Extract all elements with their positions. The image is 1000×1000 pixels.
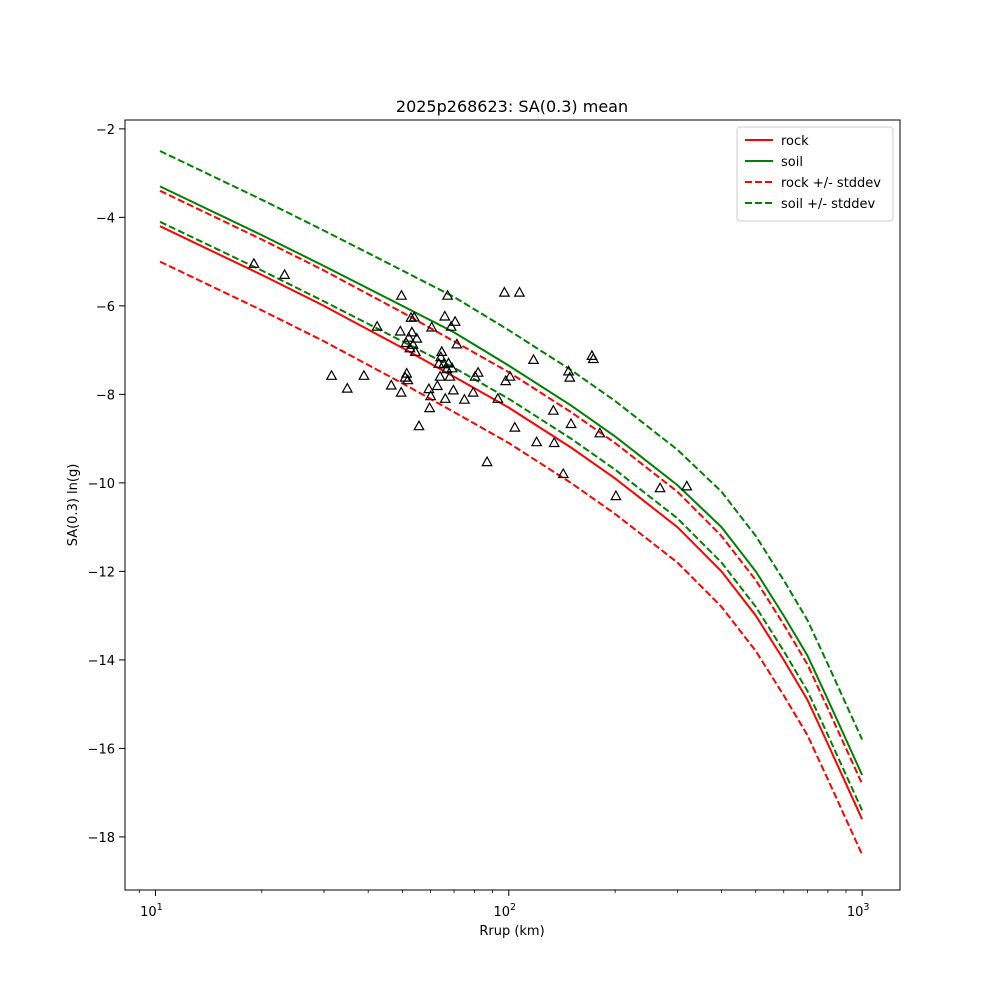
observation-point: [431, 379, 444, 391]
legend-box: [736, 126, 894, 222]
observation-point: [446, 362, 458, 373]
y-axis-label: SA(0.3) ln(g): [66, 464, 81, 547]
observation-point: [395, 289, 408, 300]
observation-point: [395, 386, 407, 397]
y-tick-label: −2: [96, 123, 115, 138]
observation-point: [407, 338, 419, 349]
observation-point: [424, 389, 437, 401]
observation-point: [371, 320, 383, 331]
series-line-2: [159, 260, 864, 856]
x-tick-exponent: 2: [510, 902, 516, 913]
legend: rock soil rock +/- stddev soil +/- stddev: [736, 126, 894, 222]
observation-point: [413, 419, 425, 431]
series-line-1: [159, 185, 864, 776]
observation-point: [439, 392, 452, 403]
observation-point: [449, 315, 461, 326]
legend-label: rock: [781, 134, 809, 149]
observation-point: [325, 369, 338, 380]
observation-point: [278, 268, 291, 279]
y-tick-label: −12: [88, 565, 115, 580]
observation-point: [447, 384, 460, 395]
observation-point: [451, 338, 463, 349]
series-line-3: [159, 189, 864, 785]
series-line-0: [159, 225, 864, 820]
observation-point: [530, 435, 543, 447]
observation-point: [527, 353, 540, 364]
observation-point: [358, 369, 370, 380]
observation-point: [509, 421, 521, 432]
observation-point: [423, 401, 436, 413]
series-line-4: [159, 220, 864, 811]
observation-point: [557, 467, 570, 479]
observation-point: [441, 289, 454, 300]
observation-point: [444, 370, 456, 381]
y-tick-label: −8: [96, 388, 115, 403]
observation-point: [410, 332, 423, 343]
observation-point: [408, 311, 421, 322]
axes-frame: [124, 119, 901, 891]
observation-point: [442, 357, 455, 368]
observation-point: [402, 331, 415, 342]
observation-point: [481, 455, 493, 467]
observation-point: [587, 352, 600, 364]
observation-point: [434, 350, 447, 362]
observation-point: [504, 370, 516, 381]
observation-point: [565, 417, 577, 429]
series-line-5: [159, 150, 864, 740]
observation-point: [400, 336, 412, 348]
x-axis-label: Rrup (km): [479, 924, 544, 939]
y-tick-label: −6: [96, 300, 115, 315]
y-tick-label: −18: [88, 831, 115, 846]
observation-point: [434, 370, 446, 381]
observation-point: [423, 382, 435, 394]
observation-point: [341, 382, 354, 393]
chart-title: 2025p268623: SA(0.3) mean: [396, 97, 628, 116]
y-tick-label: −14: [88, 654, 115, 669]
plot-area: [159, 150, 864, 856]
observation-point: [425, 321, 438, 332]
y-tick-label: −16: [88, 742, 115, 757]
observation-point: [492, 392, 504, 403]
observation-point: [404, 342, 416, 353]
observation-point: [438, 310, 451, 321]
x-tick-exponent: 3: [863, 902, 869, 913]
observation-point: [409, 345, 422, 356]
observation-point: [385, 379, 398, 390]
observation-point: [654, 481, 666, 493]
observation-point: [594, 427, 606, 438]
observation-point: [610, 489, 622, 501]
observation-point: [406, 326, 418, 337]
observation-point: [435, 345, 448, 356]
observation-point: [458, 393, 471, 404]
observation-point: [402, 373, 414, 385]
observation-point: [472, 366, 484, 377]
legend-label: rock +/- stddev: [781, 176, 881, 191]
x-tick-exponent: 1: [157, 902, 163, 913]
observation-point: [563, 371, 576, 382]
observation-point: [513, 286, 526, 297]
legend-label: soil +/- stddev: [781, 197, 876, 212]
observation-point: [248, 257, 260, 268]
legend-label: soil: [781, 155, 803, 170]
observation-point: [467, 386, 479, 397]
observation-point: [394, 325, 407, 336]
observation-point: [498, 286, 511, 297]
observation-point: [680, 480, 693, 491]
observation-point: [547, 404, 560, 415]
y-tick-label: −4: [96, 211, 115, 226]
observation-point: [548, 436, 560, 448]
observation-point: [445, 320, 457, 331]
y-tick-label: −10: [88, 477, 115, 492]
